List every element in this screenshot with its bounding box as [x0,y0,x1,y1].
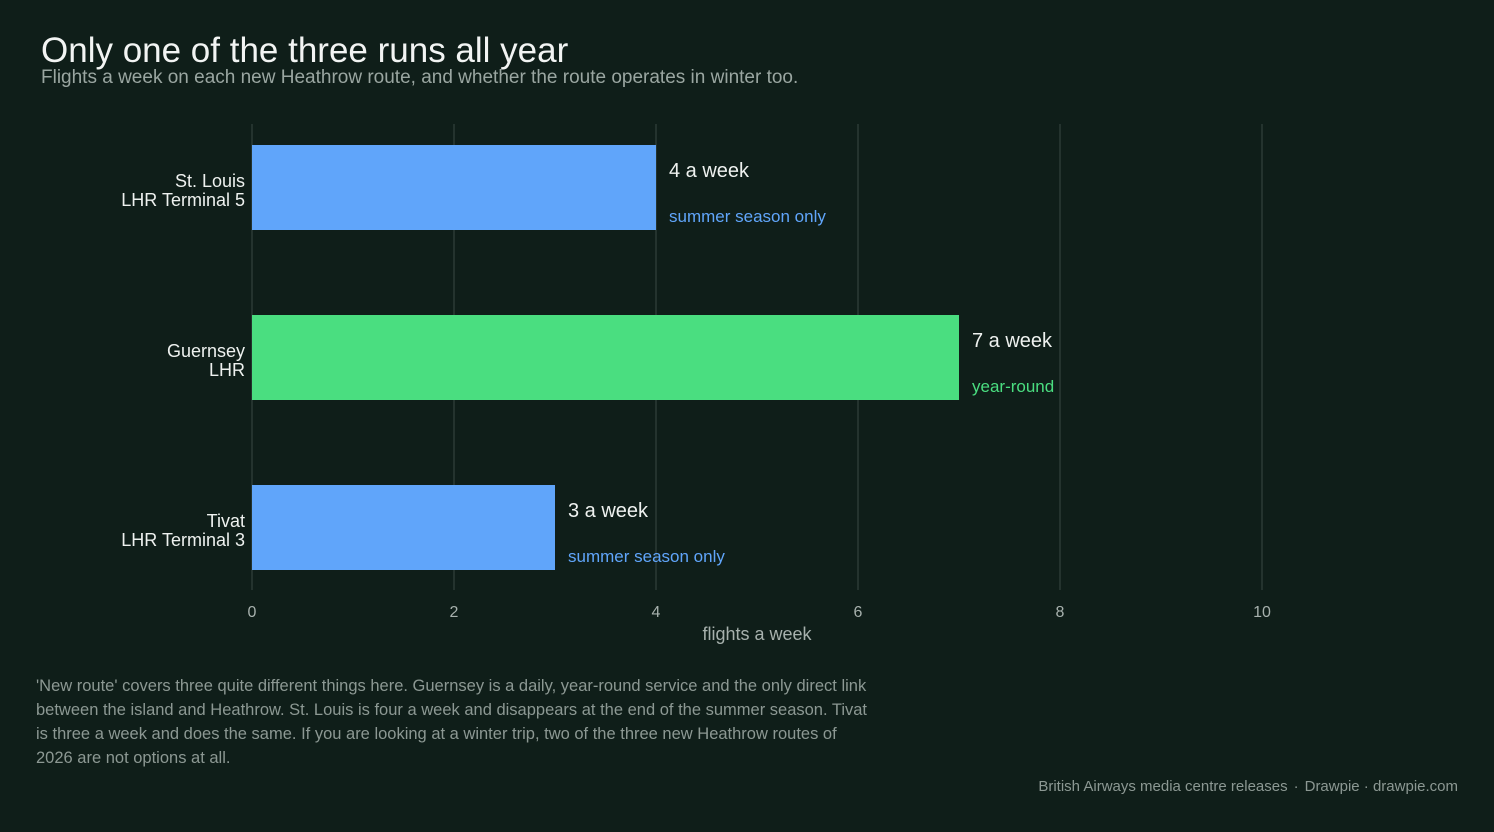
data-label-season: summer season only [568,547,725,566]
x-tick-label: 6 [854,604,863,621]
x-axis-label: flights a week [702,624,812,644]
x-axis-ticks: 0 2 4 6 8 10 [248,604,1271,621]
footnote: 'New route' covers three quite different… [36,677,867,767]
category-label-airport: LHR [209,360,245,380]
category-label-airport: LHR Terminal 3 [121,530,245,550]
x-tick-label: 0 [248,604,257,621]
data-label-value: 3 a week [568,500,649,522]
x-tick-label: 10 [1253,604,1271,621]
category-label-destination: Guernsey [167,341,245,361]
chart-subtitle: Flights a week on each new Heathrow rout… [41,67,799,88]
category-label-destination: Tivat [207,511,245,531]
chart-title: Only one of the three runs all year [41,31,569,70]
data-label-season: summer season only [669,207,826,226]
data-label-season: year-round [972,377,1054,396]
bar-tivat [252,485,555,570]
source-credit: Drawpie · drawpie.com [1304,778,1458,795]
category-label-airport: LHR Terminal 5 [121,190,245,210]
x-tick-label: 8 [1056,604,1065,621]
data-label-value: 7 a week [972,330,1053,352]
source-line: British Airways media centre releases · Dr… [1038,778,1458,795]
x-tick-label: 4 [652,604,661,621]
x-tick-label: 2 [450,604,459,621]
bar-st-louis [252,145,656,230]
category-label-destination: St. Louis [175,171,245,191]
source-publisher: British Airways media centre releases [1038,778,1288,795]
data-label-value: 4 a week [669,160,750,182]
source-separator: · [1293,778,1299,795]
bar-guernsey [252,315,959,400]
